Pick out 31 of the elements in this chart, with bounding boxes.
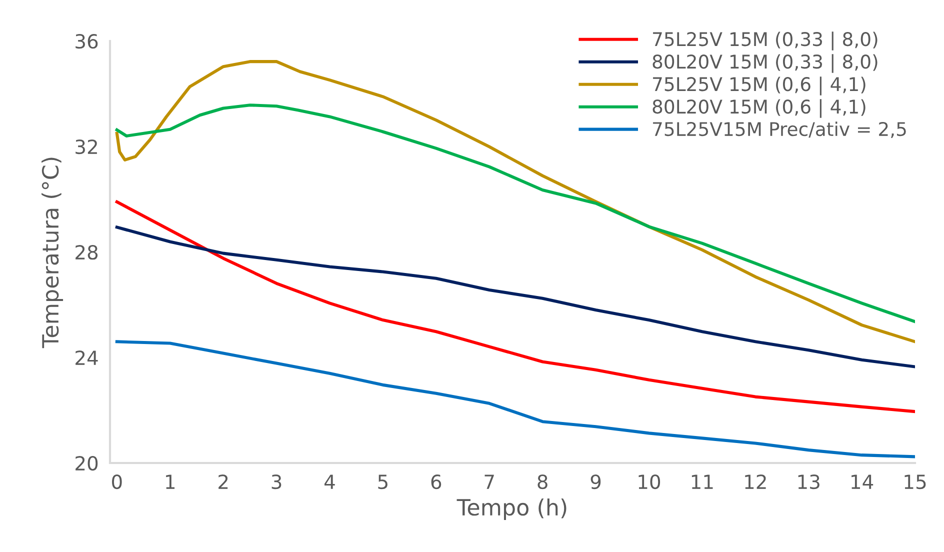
y-tick-label: 28 <box>76 244 98 260</box>
y-tick-label: 24 <box>76 350 98 365</box>
legend-label: 80L20V 15M (0,33 | 8,0) <box>652 54 878 73</box>
x-tick-label: 7 <box>484 474 494 489</box>
x-tick-label: 9 <box>590 474 601 490</box>
x-tick-label: 3 <box>272 474 282 490</box>
x-tick-label: 2 <box>218 474 228 489</box>
x-tick-label: 4 <box>324 474 335 489</box>
x-tick-label: 0 <box>112 474 122 490</box>
legend-label: 80L20V 15M (0,6 | 4,1) <box>652 99 866 118</box>
x-tick-label: 14 <box>852 474 874 489</box>
legend-label: 75L25V15M Prec/ativ = 2,5 <box>653 122 906 138</box>
x-tick-label: 10 <box>638 474 660 490</box>
line-series <box>115 226 915 368</box>
y-tick-label: 36 <box>76 34 98 49</box>
x-tick-label: 11 <box>692 474 713 489</box>
y-tick-label: 20 <box>76 456 98 471</box>
x-tick-label: 5 <box>378 474 388 490</box>
x-tick-label: 1 <box>166 474 175 489</box>
y-tick-label: 32 <box>76 139 97 154</box>
x-tick-label: 13 <box>798 474 820 490</box>
x-tick-label: 12 <box>745 474 766 489</box>
x-axis-title: Tempo (h) <box>456 498 566 520</box>
legend-label: 75L25V 15M (0,33 | 8,0) <box>653 32 878 50</box>
x-tick-label: 8 <box>538 474 548 490</box>
legend-label: 75L25V 15M (0,6 | 4,1) <box>653 76 866 96</box>
y-axis-title: Temperatura (°C) <box>42 158 64 348</box>
line-series <box>115 340 915 458</box>
x-tick-label: 15 <box>904 474 926 490</box>
x-tick-label: 6 <box>431 474 442 490</box>
line-series <box>115 200 915 414</box>
